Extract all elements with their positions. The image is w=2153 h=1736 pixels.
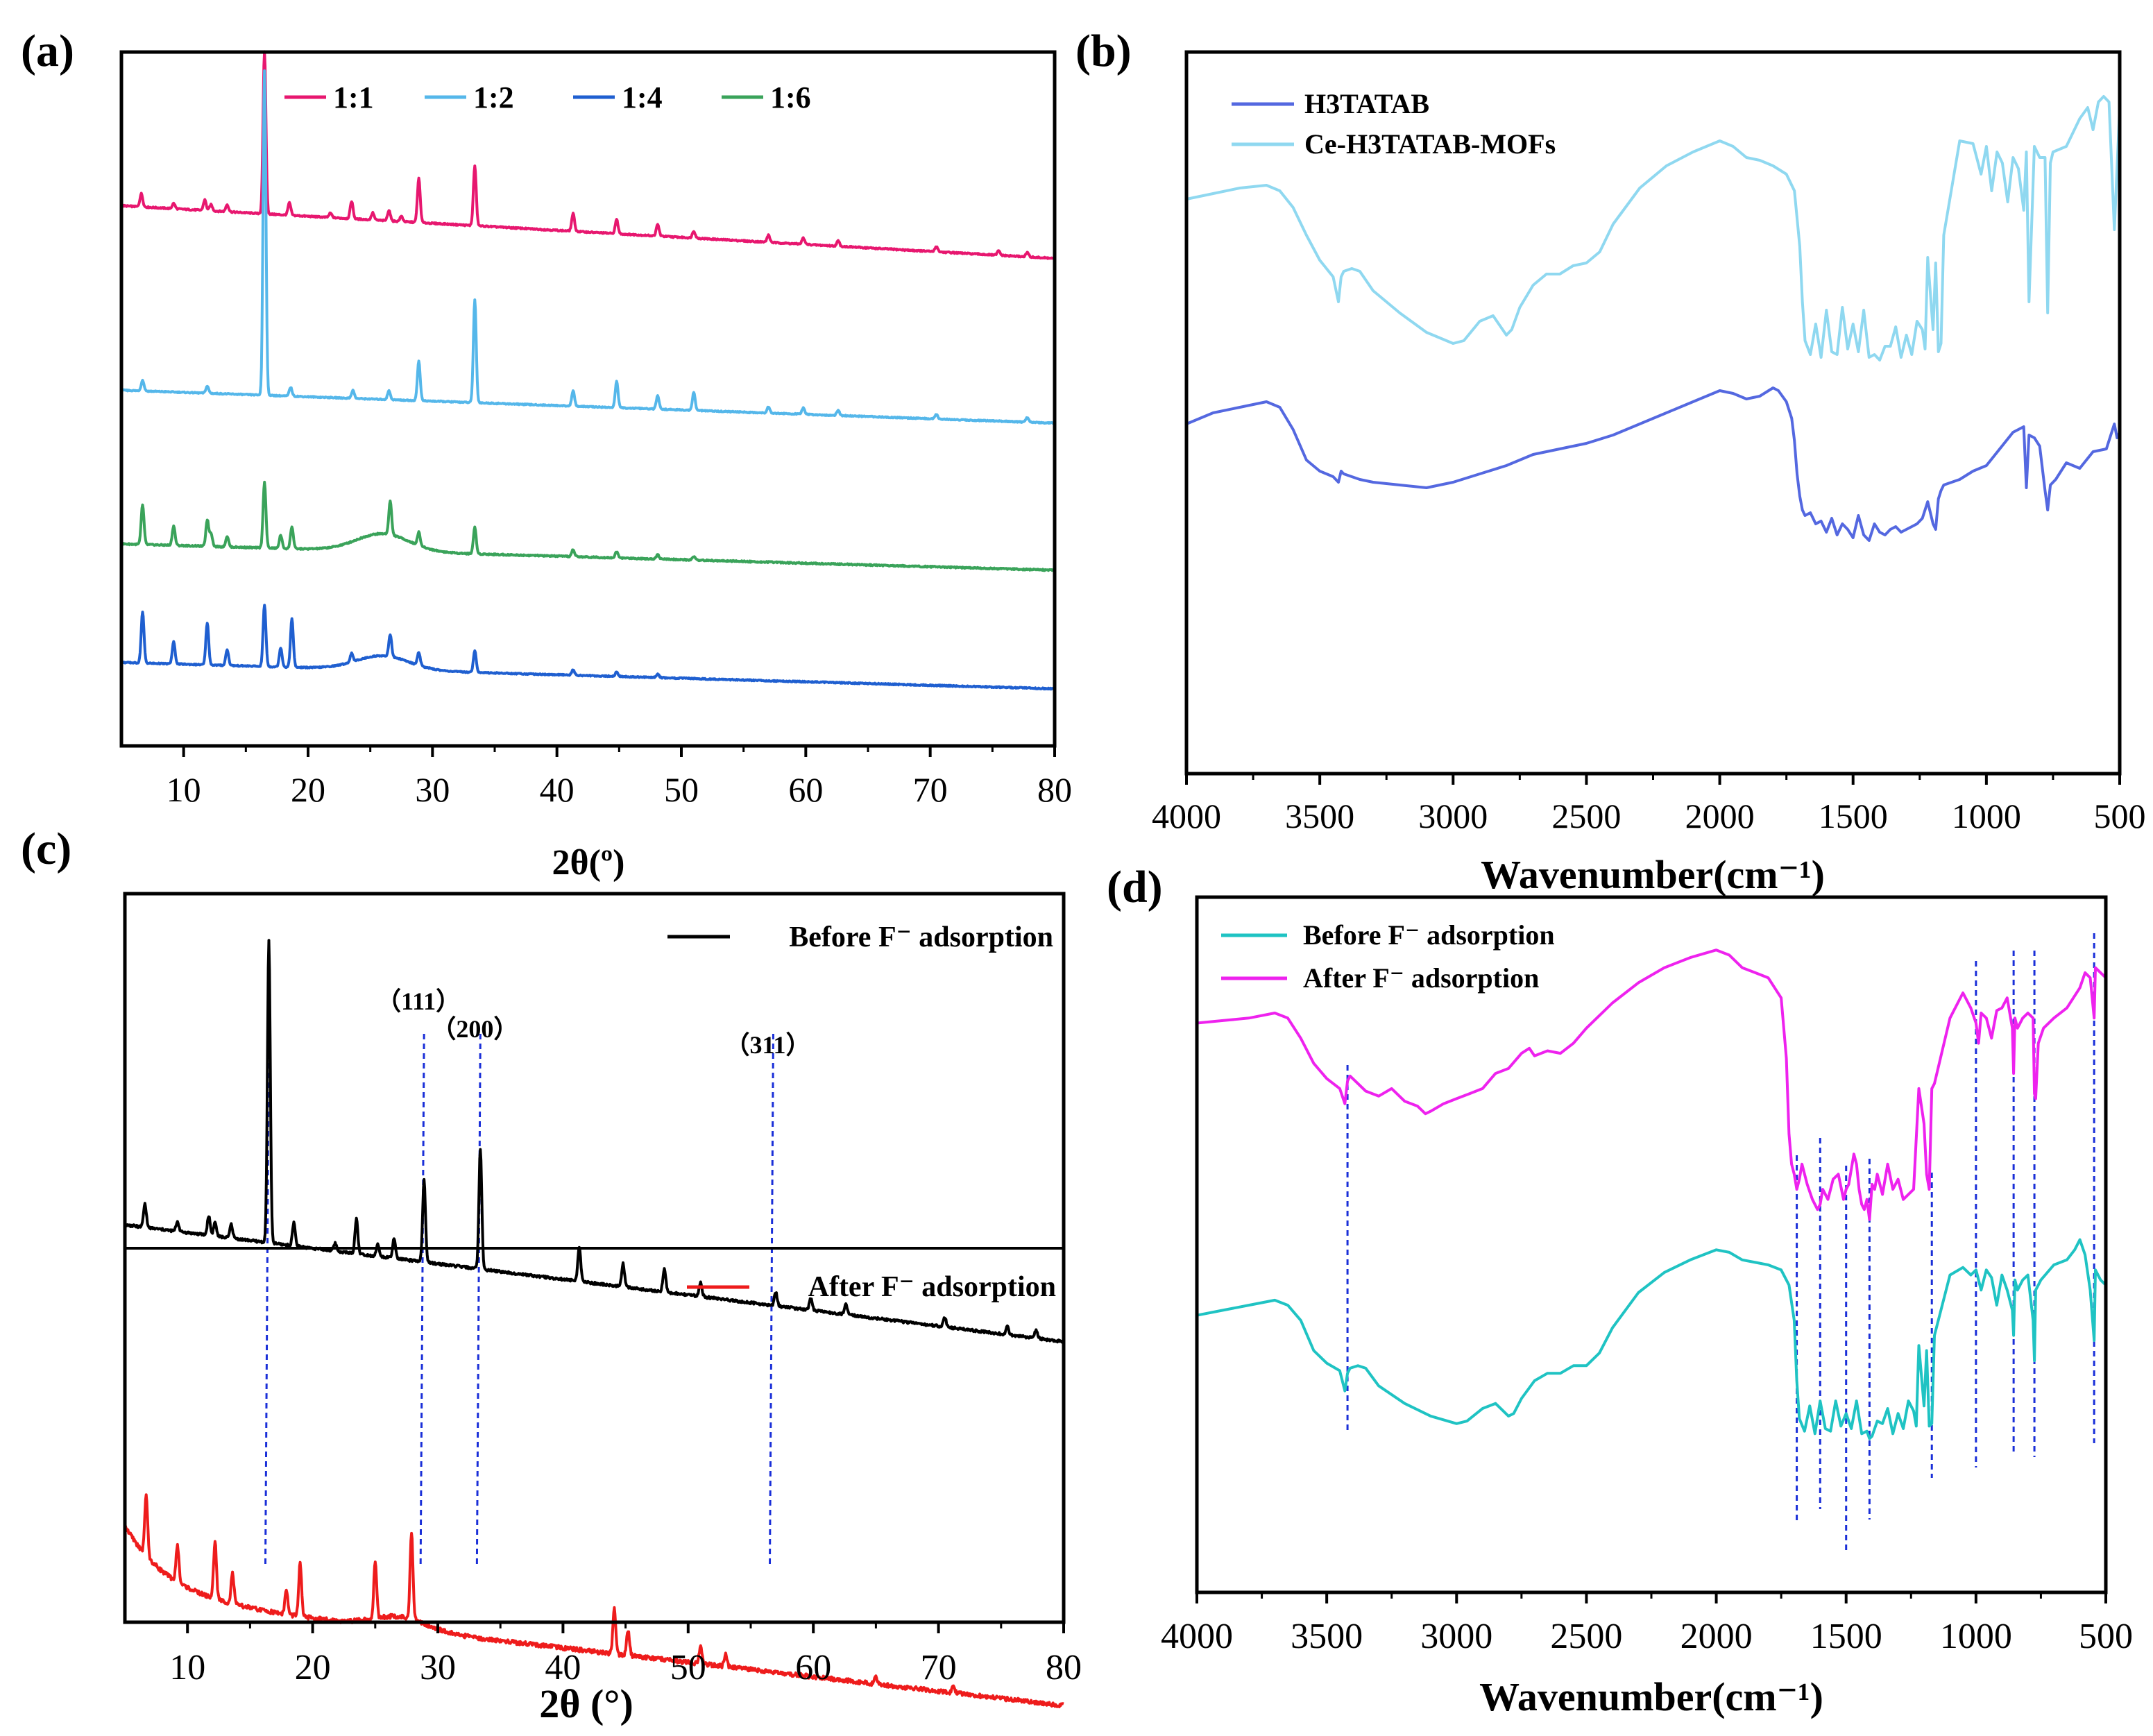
legend-ce-mof-label: Ce-H3TATAB-MOFs xyxy=(1304,128,1556,160)
guide-line-28.9 xyxy=(419,1033,425,1569)
panel-a-tick-label-30: 30 xyxy=(415,770,450,809)
panel-c-tick-label-10: 10 xyxy=(169,1648,205,1687)
panel-b-tick-label-2500: 2500 xyxy=(1551,797,1621,835)
panel-b-tick-label-1000: 1000 xyxy=(1952,797,2021,835)
panel-b-x-axis-title: Wavenumber(cm⁻¹) xyxy=(1481,852,1825,897)
series-1-6 xyxy=(120,480,1056,572)
panel-b-plot xyxy=(1186,95,2121,542)
panel-a-x-axis-title: 2θ(º) xyxy=(552,843,625,883)
series-before-adsorption-xrd xyxy=(124,939,1065,1344)
panel-a-tick-label-50: 50 xyxy=(664,770,699,809)
panel-c-label: (c) xyxy=(21,824,71,874)
panel-c-tick-label-60: 60 xyxy=(795,1648,831,1687)
panel-c: (c) （111）（200） （311） Before F⁻ adsorption… xyxy=(21,824,1082,1726)
series-1-4 xyxy=(120,604,1056,691)
panel-b-tick-label-4000: 4000 xyxy=(1152,797,1221,835)
hkl-annotation-0: （111） xyxy=(376,987,461,1015)
legend-before-d-label: Before F⁻ adsorption xyxy=(1303,919,1555,951)
panel-b: (b) H3TATAB Ce-H3TATAB-MOFs 4000 3500 3000… xyxy=(1075,26,2146,897)
panel-d-tick-label-500: 500 xyxy=(2079,1617,2133,1656)
panel-a-label: (a) xyxy=(21,26,74,76)
panel-c-tick-label-70: 70 xyxy=(921,1648,957,1687)
series-h3tatab xyxy=(1186,386,2121,542)
panel-d-tick-label-4000: 4000 xyxy=(1161,1617,1233,1656)
panel-a-plot xyxy=(120,50,1056,691)
series-ce-h3tatab-mofs xyxy=(1186,95,2121,361)
panel-d-frame xyxy=(1195,895,2108,1594)
panel-c-annotations: （111）（200） （311） xyxy=(376,987,810,1059)
panel-d-label: (d) xyxy=(1107,862,1163,912)
panel-c-tick-label-80: 80 xyxy=(1046,1648,1082,1687)
panel-a-tick-label-60: 60 xyxy=(788,770,823,809)
panel-c-tick-label-30: 30 xyxy=(420,1648,456,1687)
panel-c-tick-label-50: 50 xyxy=(670,1648,706,1687)
series-before-adsorption-ftir xyxy=(1196,1238,2107,1440)
panel-c-tick-label-20: 20 xyxy=(295,1648,331,1687)
legend-1-4-label: 1:4 xyxy=(622,80,663,114)
panel-c-legend: Before F⁻ adsorption After F⁻ adsorption xyxy=(667,921,1056,1303)
panel-a-tick-label-40: 40 xyxy=(540,770,575,809)
panel-d-x-axis-title: Wavenumber(cm⁻¹) xyxy=(1479,1674,1823,1719)
panel-b-tick-label-500: 500 xyxy=(2094,797,2146,835)
panel-a-legend: 1:1 1:2 1:4 1:6 xyxy=(284,80,811,114)
panel-b-tick-label-1500: 1500 xyxy=(1819,797,1888,835)
panel-d-tick-label-2500: 2500 xyxy=(1550,1617,1622,1656)
panel-b-tick-label-2000: 2000 xyxy=(1685,797,1755,835)
panel-b-label: (b) xyxy=(1075,26,1132,76)
legend-h3tatab-label: H3TATAB xyxy=(1304,88,1429,119)
panel-d-tick-label-1000: 1000 xyxy=(1940,1617,2012,1656)
panel-d-tick-label-2000: 2000 xyxy=(1680,1617,1753,1656)
panel-d-plot xyxy=(1196,948,2107,1440)
guide-line-33.4 xyxy=(475,1033,482,1569)
panel-d-x-ticks: 4000 3500 3000 2500 2000 1500 1000 500 xyxy=(1161,1592,2133,1656)
legend-1-6-label: 1:6 xyxy=(770,80,811,114)
series-1-1 xyxy=(120,50,1056,260)
legend-before-c-label: Before F⁻ adsorption xyxy=(789,921,1053,953)
panel-d-tick-label-3000: 3000 xyxy=(1420,1617,1492,1656)
panel-b-x-ticks: 4000 3500 3000 2500 2000 1500 1000 500 xyxy=(1152,774,2146,835)
panel-d-tick-label-1500: 1500 xyxy=(1810,1617,1882,1656)
legend-after-c-label: After F⁻ adsorption xyxy=(808,1271,1056,1303)
series-1-2 xyxy=(120,69,1056,425)
hkl-annotation-2: （311） xyxy=(724,1031,810,1059)
panel-a-frame xyxy=(119,50,1057,748)
series-after-adsorption-xrd xyxy=(124,1493,1065,1708)
panel-b-tick-label-3000: 3000 xyxy=(1418,797,1488,835)
panel-c-x-ticks: 10 20 30 40 50 60 70 80 xyxy=(169,1622,1082,1687)
guide-line-56.8 xyxy=(768,1033,774,1569)
panel-a-x-ticks: 10 20 30 40 50 60 70 80 xyxy=(167,746,1072,809)
panel-b-frame xyxy=(1184,50,2122,776)
panel-a-tick-label-70: 70 xyxy=(913,770,948,809)
panel-d-tick-label-3500: 3500 xyxy=(1291,1617,1363,1656)
panel-a-tick-label-10: 10 xyxy=(167,770,201,809)
panel-b-legend: H3TATAB Ce-H3TATAB-MOFs xyxy=(1232,88,1556,160)
panel-c-x-axis-title: 2θ (°) xyxy=(539,1681,633,1726)
panel-a: (a) 1:1 1:2 1:4 1:6 10 20 30 40 50 60 70 80 2θ(… xyxy=(21,26,1072,883)
panel-b-tick-label-3500: 3500 xyxy=(1285,797,1354,835)
panel-a-tick-label-80: 80 xyxy=(1037,770,1072,809)
panel-a-tick-label-20: 20 xyxy=(291,770,325,809)
legend-1-1-label: 1:1 xyxy=(333,80,374,114)
hkl-annotation-1: （200） xyxy=(431,1015,518,1043)
panel-c-plot xyxy=(124,939,1065,1708)
panel-c-tick-label-40: 40 xyxy=(545,1648,581,1687)
panel-d: (d) Before F⁻ adsorption After F⁻ adsorp… xyxy=(1107,862,2133,1719)
panel-d-legend: Before F⁻ adsorption After F⁻ adsorption xyxy=(1221,919,1555,994)
legend-after-d-label: After F⁻ adsorption xyxy=(1303,962,1539,994)
legend-1-2-label: 1:2 xyxy=(473,80,514,114)
series-after-adsorption-ftir xyxy=(1196,948,2107,1221)
panel-c-frame xyxy=(123,892,1066,1624)
